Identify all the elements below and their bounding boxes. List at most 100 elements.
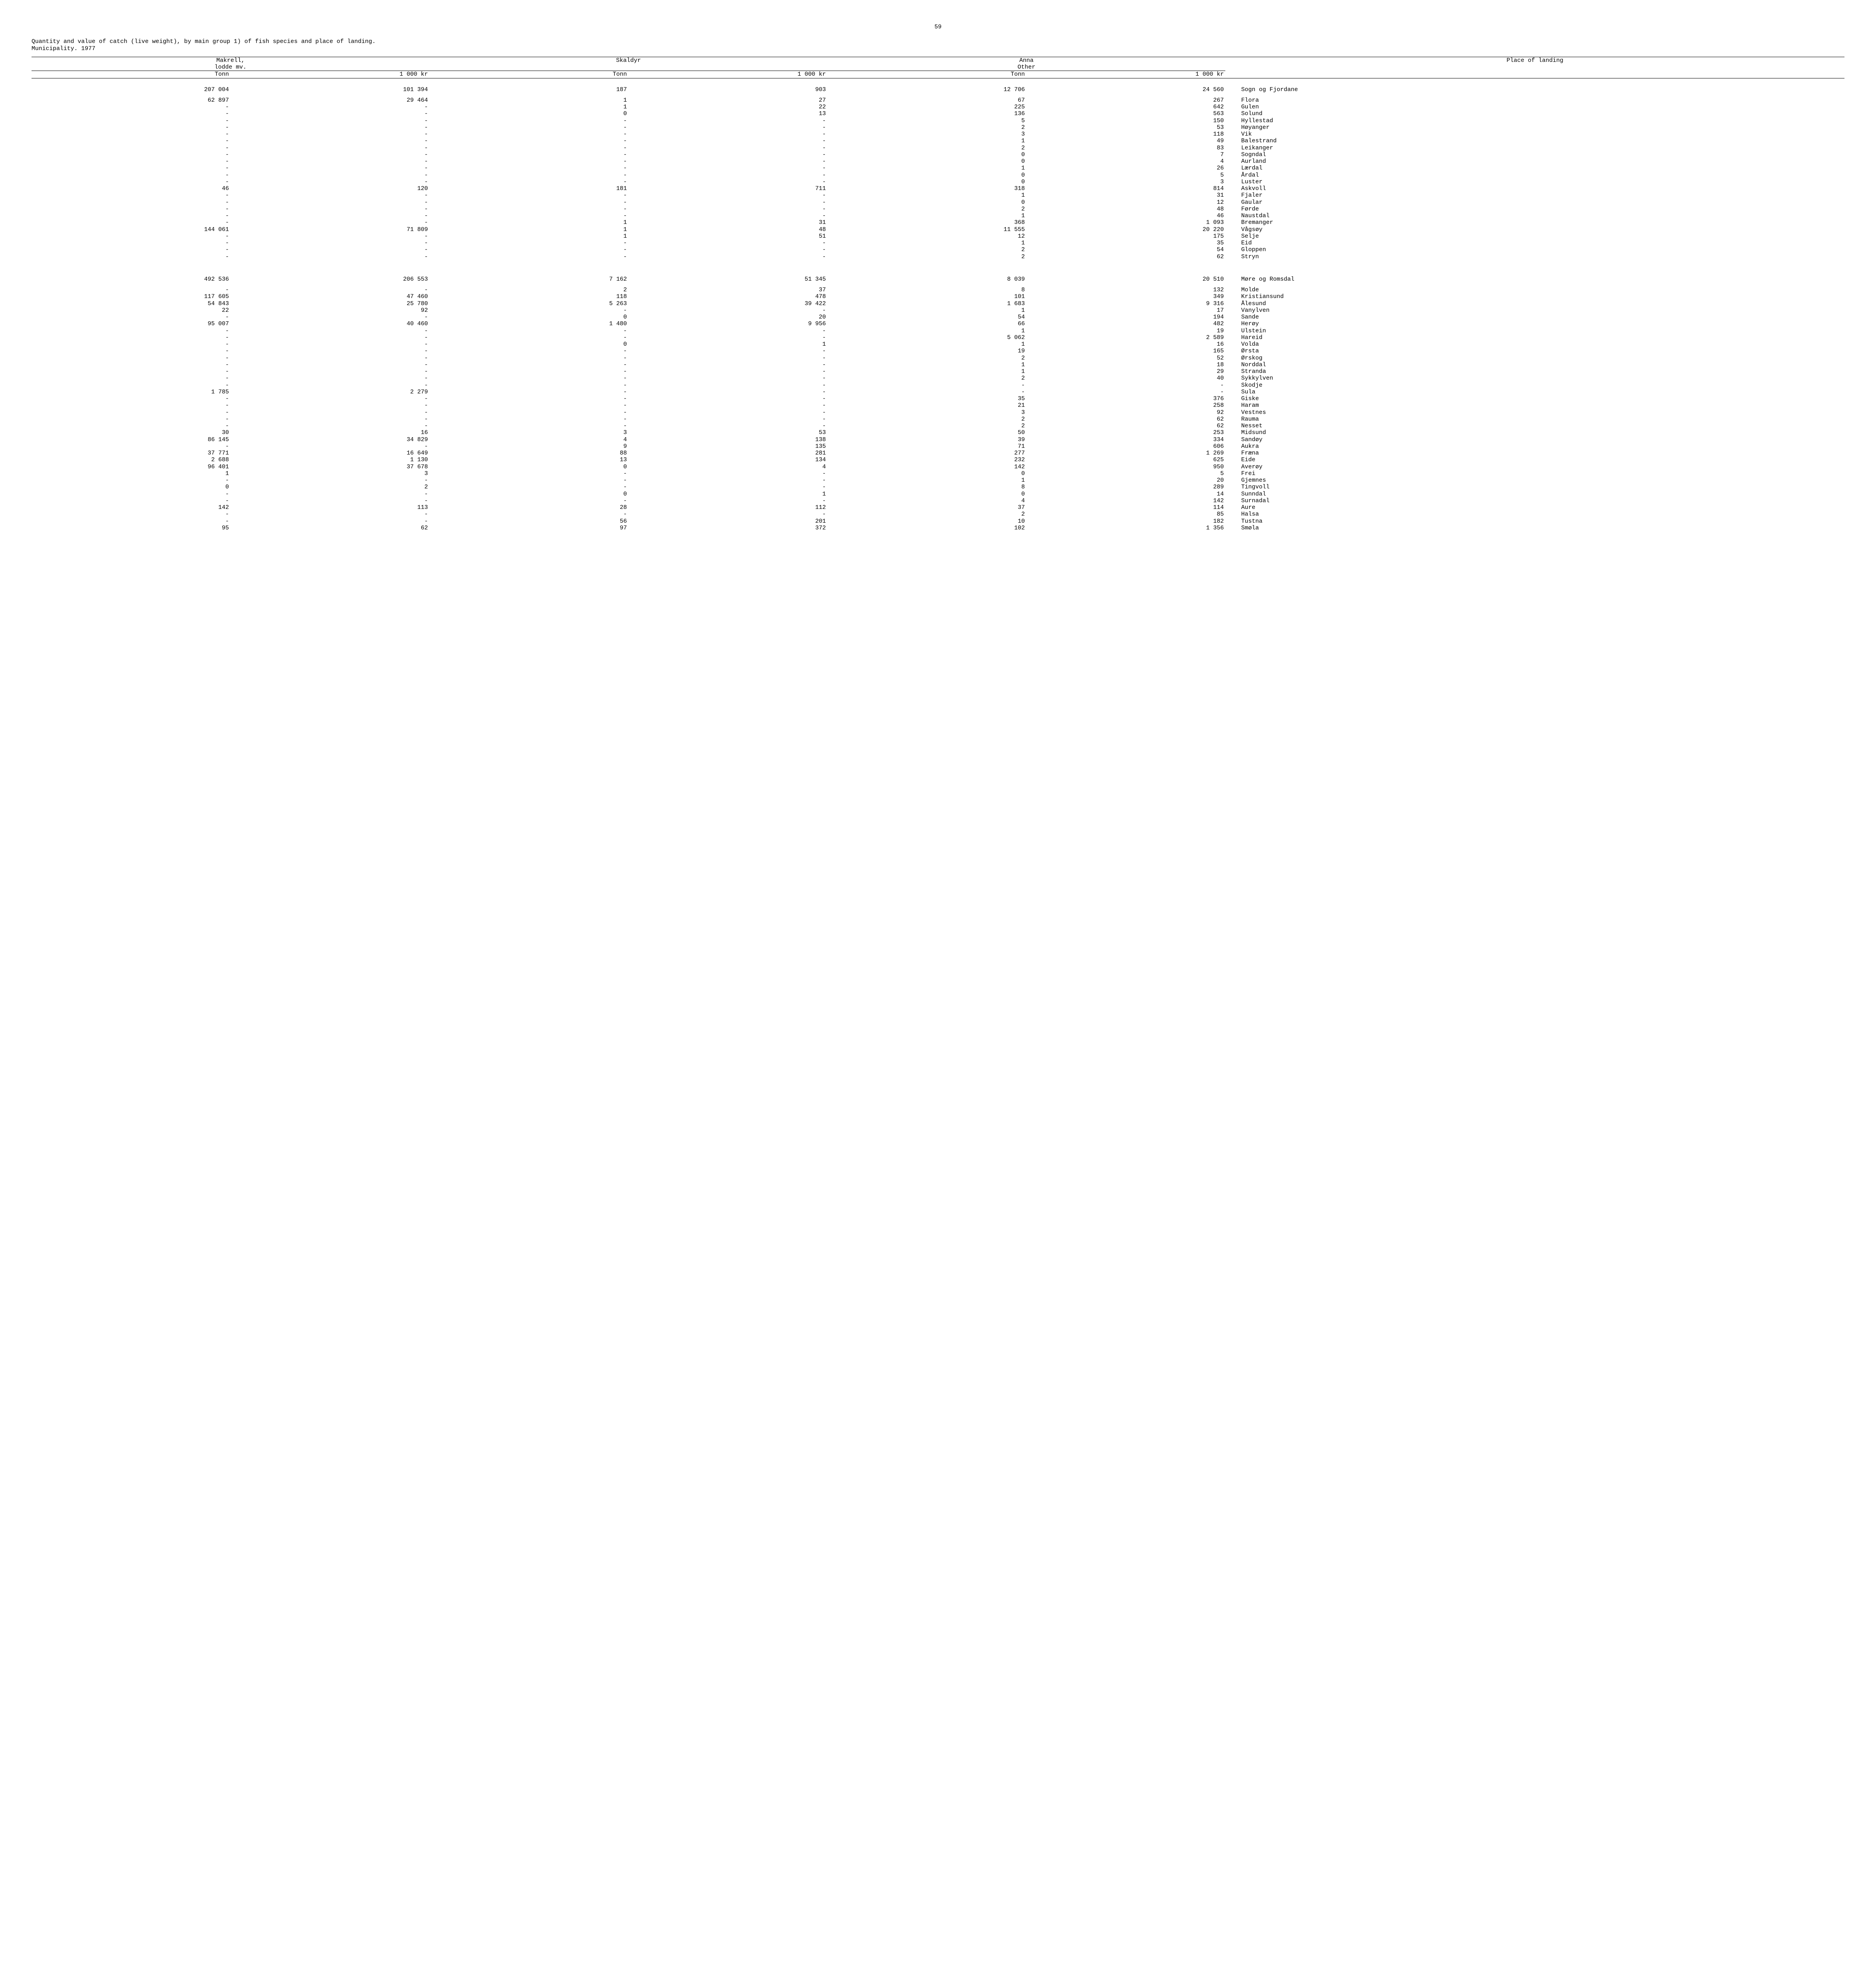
cell: 0 (828, 179, 1027, 185)
cell: - (32, 253, 231, 260)
cell: 62 897 (32, 97, 231, 104)
cell: - (430, 158, 629, 165)
cell: 334 (1026, 436, 1225, 443)
cell: - (32, 199, 231, 206)
cell: 117 605 (32, 293, 231, 300)
cell: - (231, 192, 430, 199)
cell: - (32, 287, 231, 293)
cell: - (629, 470, 828, 477)
cell: - (430, 423, 629, 429)
cell: - (32, 375, 231, 382)
hdr-kr-2: 1 000 kr (629, 71, 828, 78)
cell: 4 (828, 497, 1027, 504)
cell: 1 (32, 470, 231, 477)
cell: - (629, 131, 828, 138)
cell: 67 (828, 97, 1027, 104)
cell: - (231, 131, 430, 138)
cell: 62 (1026, 423, 1225, 429)
cell: 51 345 (629, 276, 828, 283)
cell: 2 589 (1026, 334, 1225, 341)
cell: 0 (828, 151, 1027, 158)
cell: - (231, 443, 430, 450)
table-row: ----240Sykkylven (32, 375, 1844, 382)
cell: - (32, 511, 231, 518)
cell: 1 (828, 138, 1027, 144)
cell: 4 (1026, 158, 1225, 165)
place-cell: Aukra (1225, 443, 1844, 450)
table-row: ----254Gloppen (32, 246, 1844, 253)
cell: - (32, 395, 231, 402)
cell: 46 (1026, 212, 1225, 219)
cell: - (231, 334, 430, 341)
cell: 48 (629, 226, 828, 233)
cell: 194 (1026, 314, 1225, 320)
cell: - (32, 334, 231, 341)
hdr-anna-a: Anna (828, 57, 1226, 64)
cell: 4 (629, 464, 828, 470)
table-row: 2 6881 13013134232625Eide (32, 456, 1844, 463)
cell: - (32, 314, 231, 320)
cell: 25 780 (231, 300, 430, 307)
cell: 1 (828, 307, 1027, 314)
hdr-tonn-2: Tonn (430, 71, 629, 78)
table-row: ----285Halsa (32, 511, 1844, 518)
place-cell: Kristiansund (1225, 293, 1844, 300)
cell: 86 145 (32, 436, 231, 443)
cell: - (231, 361, 430, 368)
cell: 62 (1026, 253, 1225, 260)
table-row: --5620110182Tustna (32, 518, 1844, 525)
cell: - (430, 368, 629, 375)
cell: 37 (629, 287, 828, 293)
cell: - (430, 206, 629, 212)
cell: 142 (828, 464, 1027, 470)
hdr-kr-3: 1 000 kr (1026, 71, 1225, 78)
cell: 37 (828, 504, 1027, 511)
cell: - (231, 402, 430, 409)
cell: 1 (430, 219, 629, 226)
cell: - (629, 307, 828, 314)
place-cell: Askvoll (1225, 185, 1844, 192)
cell: - (32, 212, 231, 219)
cell: - (430, 382, 629, 389)
cell: 5 263 (430, 300, 629, 307)
cell: 120 (231, 185, 430, 192)
cell: - (32, 110, 231, 117)
table-row: 54 84325 7805 26339 4221 6839 316Ålesund (32, 300, 1844, 307)
place-cell: Flora (1225, 97, 1844, 104)
cell: 28 (430, 504, 629, 511)
place-cell: Vanylven (1225, 307, 1844, 314)
cell: 12 (1026, 199, 1225, 206)
cell: - (430, 375, 629, 382)
place-cell: Haram (1225, 402, 1844, 409)
cell: - (629, 138, 828, 144)
place-cell: Sogndal (1225, 151, 1844, 158)
place-cell: Frei (1225, 470, 1844, 477)
cell: 0 (828, 172, 1027, 179)
cell: - (629, 361, 828, 368)
cell: 642 (1026, 104, 1225, 110)
place-cell: Gulen (1225, 104, 1844, 110)
cell: 134 (629, 456, 828, 463)
cell: 563 (1026, 110, 1225, 117)
table-row: ----07Sogndal (32, 151, 1844, 158)
cell: 96 401 (32, 464, 231, 470)
cell: - (231, 423, 430, 429)
cell: 2 (828, 423, 1027, 429)
cell: 3 (828, 131, 1027, 138)
cell: 165 (1026, 348, 1225, 354)
cell: - (32, 165, 231, 171)
cell: 150 (1026, 117, 1225, 124)
cell: 606 (1026, 443, 1225, 450)
place-cell: Hareid (1225, 334, 1844, 341)
place-cell: Norddal (1225, 361, 1844, 368)
cell: 1 683 (828, 300, 1027, 307)
cell: 35 (828, 395, 1027, 402)
place-cell: Halsa (1225, 511, 1844, 518)
place-cell: Lærdal (1225, 165, 1844, 171)
table-row: ----119Ulstein (32, 328, 1844, 334)
cell: 13 (629, 110, 828, 117)
place-cell: Eide (1225, 456, 1844, 463)
cell: - (430, 151, 629, 158)
table-row: 144 06171 80914811 55520 220Vågsøy (32, 226, 1844, 233)
cell: 34 829 (231, 436, 430, 443)
